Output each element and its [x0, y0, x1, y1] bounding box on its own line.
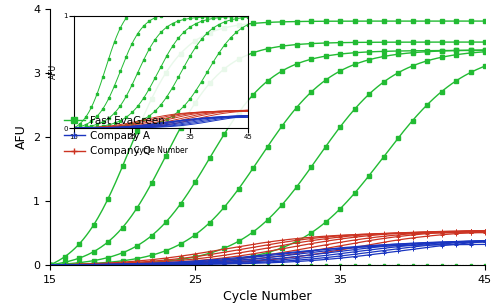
X-axis label: Cycle Number: Cycle Number	[223, 290, 312, 303]
Legend: Fast EvaGreen, Company A, Company Q: Fast EvaGreen, Company A, Company Q	[60, 111, 168, 160]
Y-axis label: AFU: AFU	[14, 125, 28, 149]
